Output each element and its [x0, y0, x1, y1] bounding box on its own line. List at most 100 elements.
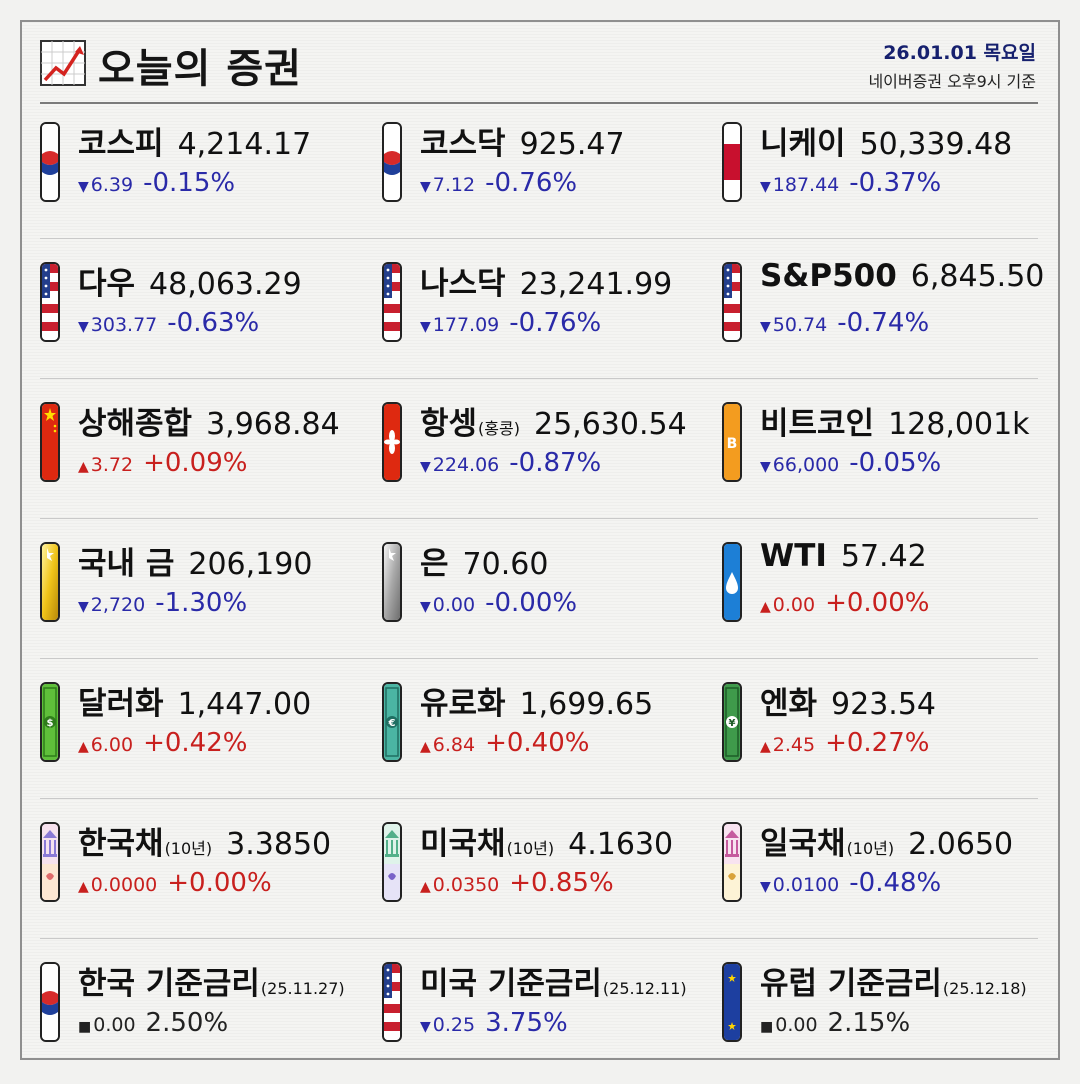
item-change: ▲ 6.84 +0.40% [420, 728, 589, 758]
market-row: 코스피 4,214.17 ▼ 6.39 -0.15% 코스닥 925.47 ▼ 7.12 -0.7… [22, 104, 1058, 244]
change-percent: +0.00% [167, 868, 272, 898]
item-change: ▲ 2.45 +0.27% [760, 728, 929, 758]
item-change: ▲ 0.0000 +0.00% [78, 868, 272, 898]
item-label: 엔화 [760, 686, 818, 722]
change-percent: 3.75% [485, 1008, 568, 1038]
market-item[interactable]: 국내 금 206,190 ▼ 2,720 -1.30% [22, 524, 362, 664]
market-item[interactable]: 다우 48,063.29 ▼ 303.77 -0.63% [22, 244, 362, 384]
market-row: 상해종합 3,968.84 ▲ 3.72 +0.09% 항셍(홍콩) 25,630.54 ▼ 2… [22, 384, 1058, 524]
item-value: 925.47 [519, 127, 625, 162]
change-percent: -0.48% [849, 868, 942, 898]
item-value: 923.54 [831, 687, 937, 722]
usa-flag-icon [40, 262, 60, 342]
market-item[interactable]: B 비트코인 128,001k ▼ 66,000 -0.05% [704, 384, 1044, 524]
item-value: 48,063.29 [149, 267, 302, 302]
market-row: 한국 기준금리(25.11.27) ■ 0.00 2.50% 미국 기준금리(25.12… [22, 944, 1058, 1084]
item-name: 미국채(10년) 4.1630 [420, 818, 673, 863]
item-change: ▼ 50.74 -0.74% [760, 308, 929, 338]
item-value: 1,699.65 [519, 687, 654, 722]
direction-arrow-icon: ▼ [760, 459, 771, 475]
market-item[interactable]: 한국채(10년) 3.3850 ▲ 0.0000 +0.00% [22, 804, 362, 944]
item-label: 니케이 [760, 126, 846, 162]
item-name: 유럽 기준금리(25.12.18) [760, 958, 1027, 1003]
item-name: 항셍(홍콩) 25,630.54 [420, 398, 687, 443]
change-amount: 66,000 [772, 454, 840, 476]
market-item[interactable]: $ 달러화 1,447.00 ▲ 6.00 +0.42% [22, 664, 362, 804]
item-change: ▲ 6.00 +0.42% [78, 728, 247, 758]
market-row: 다우 48,063.29 ▼ 303.77 -0.63% 나스닥 23,241.99 ▼ 177… [22, 244, 1058, 384]
change-amount: 6.00 [90, 734, 134, 756]
item-name: 상해종합 3,968.84 [78, 398, 340, 443]
usa-flag-icon [382, 962, 402, 1042]
item-value: 3,968.84 [206, 407, 340, 442]
direction-arrow-icon: ▼ [420, 599, 431, 615]
item-name: 다우 48,063.29 [78, 258, 302, 303]
usa-flag-icon [722, 262, 742, 342]
direction-arrow-icon: ▼ [420, 1019, 431, 1035]
market-item[interactable]: 은 70.60 ▼ 0.00 -0.00% [364, 524, 704, 664]
change-percent: -0.76% [485, 168, 578, 198]
market-item[interactable]: 유럽 기준금리(25.12.18) ■ 0.00 2.15% [704, 944, 1044, 1084]
item-change: ▼ 66,000 -0.05% [760, 448, 941, 478]
item-label: 비트코인 [760, 406, 875, 442]
item-value: 6,845.50 [910, 259, 1045, 294]
item-change: ▼ 6.39 -0.15% [78, 168, 235, 198]
market-item[interactable]: 니케이 50,339.48 ▼ 187.44 -0.37% [704, 104, 1044, 244]
market-item[interactable]: WTI 57.42 ▲ 0.00 +0.00% [704, 524, 1044, 664]
direction-arrow-icon: ▼ [420, 459, 431, 475]
svg-text:€: € [388, 718, 396, 729]
change-amount: 50.74 [772, 314, 828, 336]
market-row: 한국채(10년) 3.3850 ▲ 0.0000 +0.00% 미국채(10년) 4.163… [22, 804, 1058, 944]
change-amount: 0.00 [772, 594, 816, 616]
market-item[interactable]: 미국채(10년) 4.1630 ▲ 0.0350 +0.85% [364, 804, 704, 944]
item-label: 미국채 [420, 826, 506, 862]
change-percent: -1.30% [155, 588, 248, 618]
change-percent: +0.40% [485, 728, 590, 758]
market-item[interactable]: € 유로화 1,699.65 ▲ 6.84 +0.40% [364, 664, 704, 804]
market-item[interactable]: 일국채(10년) 2.0650 ▼ 0.0100 -0.48% [704, 804, 1044, 944]
item-value: 50,339.48 [859, 127, 1013, 162]
korea-flag-icon [40, 962, 60, 1042]
svg-text:¥: ¥ [729, 718, 736, 729]
item-name: 코스피 4,214.17 [78, 118, 311, 163]
chart-up-icon [40, 40, 86, 86]
item-value: 128,001k [888, 407, 1030, 442]
item-name: 달러화 1,447.00 [78, 678, 311, 723]
direction-arrow-icon: ▼ [760, 319, 771, 335]
market-item[interactable]: 코스피 4,214.17 ▼ 6.39 -0.15% [22, 104, 362, 244]
change-amount: 0.0350 [432, 874, 500, 896]
market-item[interactable]: 미국 기준금리(25.12.11) ▼ 0.25 3.75% [364, 944, 704, 1084]
item-name: 비트코인 128,001k [760, 398, 1030, 443]
card-frame: 오늘의 증권 26.01.01 목요일 네이버증권 오후9시 기준 코스피 4,2… [20, 20, 1060, 1060]
direction-arrow-icon: ▼ [78, 179, 89, 195]
item-change: ▲ 3.72 +0.09% [78, 448, 247, 478]
item-label: 유로화 [420, 686, 506, 722]
direction-arrow-icon: ▲ [420, 739, 431, 755]
change-percent: +0.27% [825, 728, 930, 758]
market-item[interactable]: 코스닥 925.47 ▼ 7.12 -0.76% [364, 104, 704, 244]
item-sublabel: (25.12.18) [942, 979, 1027, 998]
header-divider [40, 102, 1038, 104]
market-item[interactable]: ¥ 엔화 923.54 ▲ 2.45 +0.27% [704, 664, 1044, 804]
market-item[interactable]: S&P500 6,845.50 ▼ 50.74 -0.74% [704, 244, 1044, 384]
japan-bond-icon [722, 822, 742, 902]
item-label: 국내 금 [78, 546, 175, 582]
item-name: 미국 기준금리(25.12.11) [420, 958, 687, 1003]
item-change: ▲ 0.0350 +0.85% [420, 868, 614, 898]
market-item[interactable]: 한국 기준금리(25.11.27) ■ 0.00 2.50% [22, 944, 362, 1084]
market-item[interactable]: 상해종합 3,968.84 ▲ 3.72 +0.09% [22, 384, 362, 524]
item-name: S&P500 6,845.50 [760, 258, 1044, 294]
item-label: 코스피 [78, 126, 164, 162]
market-item[interactable]: 나스닥 23,241.99 ▼ 177.09 -0.76% [364, 244, 704, 384]
item-value: 1,447.00 [177, 687, 312, 722]
market-item[interactable]: 항셍(홍콩) 25,630.54 ▼ 224.06 -0.87% [364, 384, 704, 524]
item-change: ▼ 224.06 -0.87% [420, 448, 601, 478]
item-label: 상해종합 [78, 406, 193, 442]
direction-arrow-icon: ■ [78, 1019, 92, 1035]
item-change: ■ 0.00 2.15% [760, 1008, 910, 1038]
change-amount: 0.00 [775, 1014, 818, 1036]
item-name: 은 70.60 [420, 538, 548, 583]
svg-text:$: $ [47, 718, 54, 729]
direction-arrow-icon: ■ [760, 1019, 774, 1035]
row-divider [40, 378, 1038, 379]
